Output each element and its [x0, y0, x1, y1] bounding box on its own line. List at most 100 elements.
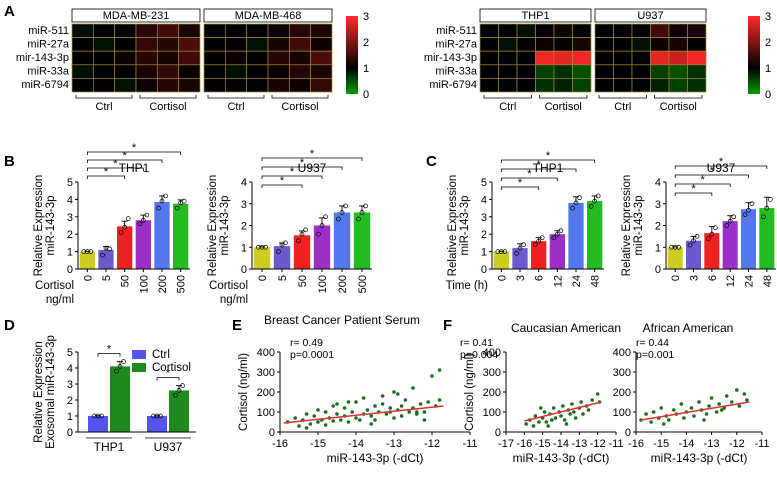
- regression-line: [640, 401, 750, 421]
- heatmap-group-label: Ctrl: [499, 101, 516, 113]
- panel-label-c: C: [426, 153, 437, 170]
- scatter-point: [399, 414, 404, 418]
- bar: [147, 416, 167, 432]
- data-point: [495, 249, 501, 254]
- data-point: [122, 224, 128, 230]
- bar: [493, 251, 509, 269]
- y-tick-label: 5: [481, 177, 487, 189]
- heatmap-cell: [267, 37, 290, 52]
- heatmap-cell: [594, 78, 614, 93]
- chart-title: African American: [643, 321, 734, 335]
- data-point: [279, 242, 285, 248]
- data-point: [554, 231, 560, 237]
- scatter-point: [651, 410, 656, 414]
- heatmap-group-bracket: [139, 95, 197, 99]
- scatter-point: [331, 404, 336, 408]
- bar: [667, 247, 683, 269]
- heatmap-row-label: mir-143-3p: [16, 52, 69, 64]
- y-axis-label: Relative Expression: [621, 175, 633, 277]
- heatmap-group-label: Ctrl: [95, 101, 112, 113]
- heatmap-cell: [178, 37, 201, 52]
- x-tick-label: -11: [754, 438, 769, 450]
- x-tick-label: -16: [272, 438, 288, 450]
- chart-title: THP1: [533, 161, 564, 175]
- stat-annotation: p=0.004: [460, 349, 498, 361]
- y-tick-label: 100: [257, 407, 275, 419]
- heatmap-cell: [650, 23, 670, 38]
- colorbar-tick-label: 0: [765, 89, 771, 101]
- x-tick-label: 5: [277, 275, 289, 281]
- data-point: [323, 214, 328, 220]
- x-tick-label: -16: [516, 438, 532, 450]
- x-tick-label: 48: [762, 275, 774, 287]
- bar: [293, 235, 311, 269]
- x-tick-label: 12: [725, 275, 737, 287]
- heatmap-cell: [71, 37, 94, 52]
- data-point: [158, 413, 163, 419]
- data-point: [163, 193, 168, 199]
- scatter-point: [542, 410, 547, 414]
- scatter-point: [308, 422, 313, 426]
- significance-star: *: [701, 174, 706, 186]
- y-axis-label: Relative Expression: [447, 175, 459, 277]
- y-tick-label: 0: [67, 427, 73, 439]
- bar: [740, 209, 757, 269]
- data-point: [81, 249, 87, 254]
- data-point: [263, 244, 268, 250]
- scatter-point: [562, 418, 567, 422]
- data-point: [92, 413, 97, 419]
- data-point: [502, 249, 508, 254]
- panel-label-b: B: [4, 153, 15, 170]
- heatmap-cell: [288, 23, 312, 38]
- chart-title: U937: [707, 161, 736, 175]
- scatter-point: [717, 402, 721, 406]
- data-point: [181, 198, 187, 204]
- heatmap-cell: [288, 64, 312, 79]
- scatter-point: [550, 418, 554, 422]
- data-point: [731, 214, 737, 220]
- heatmap-cell: [631, 23, 651, 38]
- y-tick-label: 0: [655, 264, 661, 276]
- heatmap-group-bracket: [483, 95, 532, 99]
- data-point: [156, 205, 161, 211]
- x-axis-label: miR-143-3p (-dCt): [651, 451, 748, 465]
- data-point: [319, 223, 325, 228]
- heatmap-colorbar: [748, 16, 760, 94]
- scatter-point: [331, 419, 336, 423]
- heatmap-cell: [553, 50, 573, 66]
- heatmap-cell: [224, 64, 248, 79]
- significance-bracket: [500, 177, 558, 181]
- heatmap-row-label: mir-143-3p: [424, 52, 477, 64]
- scatter-point: [380, 402, 385, 406]
- scatter-point: [342, 406, 347, 410]
- x-tick-label: 12: [552, 275, 564, 287]
- y-tick-label: 1: [67, 247, 73, 259]
- scatter-point: [316, 408, 320, 412]
- x-tick-label: 0: [670, 275, 682, 281]
- x-tick-label: -11: [608, 438, 623, 450]
- heatmap-header-box: [594, 8, 707, 23]
- scatter-point: [735, 388, 739, 392]
- y-tick-label: 3: [481, 212, 487, 224]
- x-tick-label: -15: [653, 438, 669, 450]
- colorbar-tick-label: 3: [765, 11, 771, 23]
- heatmap-row-label: miR-27a: [27, 38, 69, 50]
- heatmap-row-label: miR-511: [436, 25, 477, 37]
- data-point: [99, 413, 104, 419]
- data-point: [724, 223, 730, 228]
- scatter-point: [539, 406, 543, 410]
- data-point: [151, 413, 156, 419]
- scatter-point: [661, 422, 666, 426]
- data-point: [121, 359, 126, 364]
- x-tick-label: -12: [729, 438, 745, 450]
- x-tick-label: 0: [257, 275, 269, 281]
- heatmap-cell: [668, 37, 688, 52]
- significance-star: *: [310, 148, 315, 160]
- heatmap-cell: [650, 64, 670, 79]
- scatter-point: [304, 412, 309, 416]
- heatmap-group-bracket: [539, 95, 588, 99]
- y-axis-label: miR-143-3p: [45, 195, 57, 255]
